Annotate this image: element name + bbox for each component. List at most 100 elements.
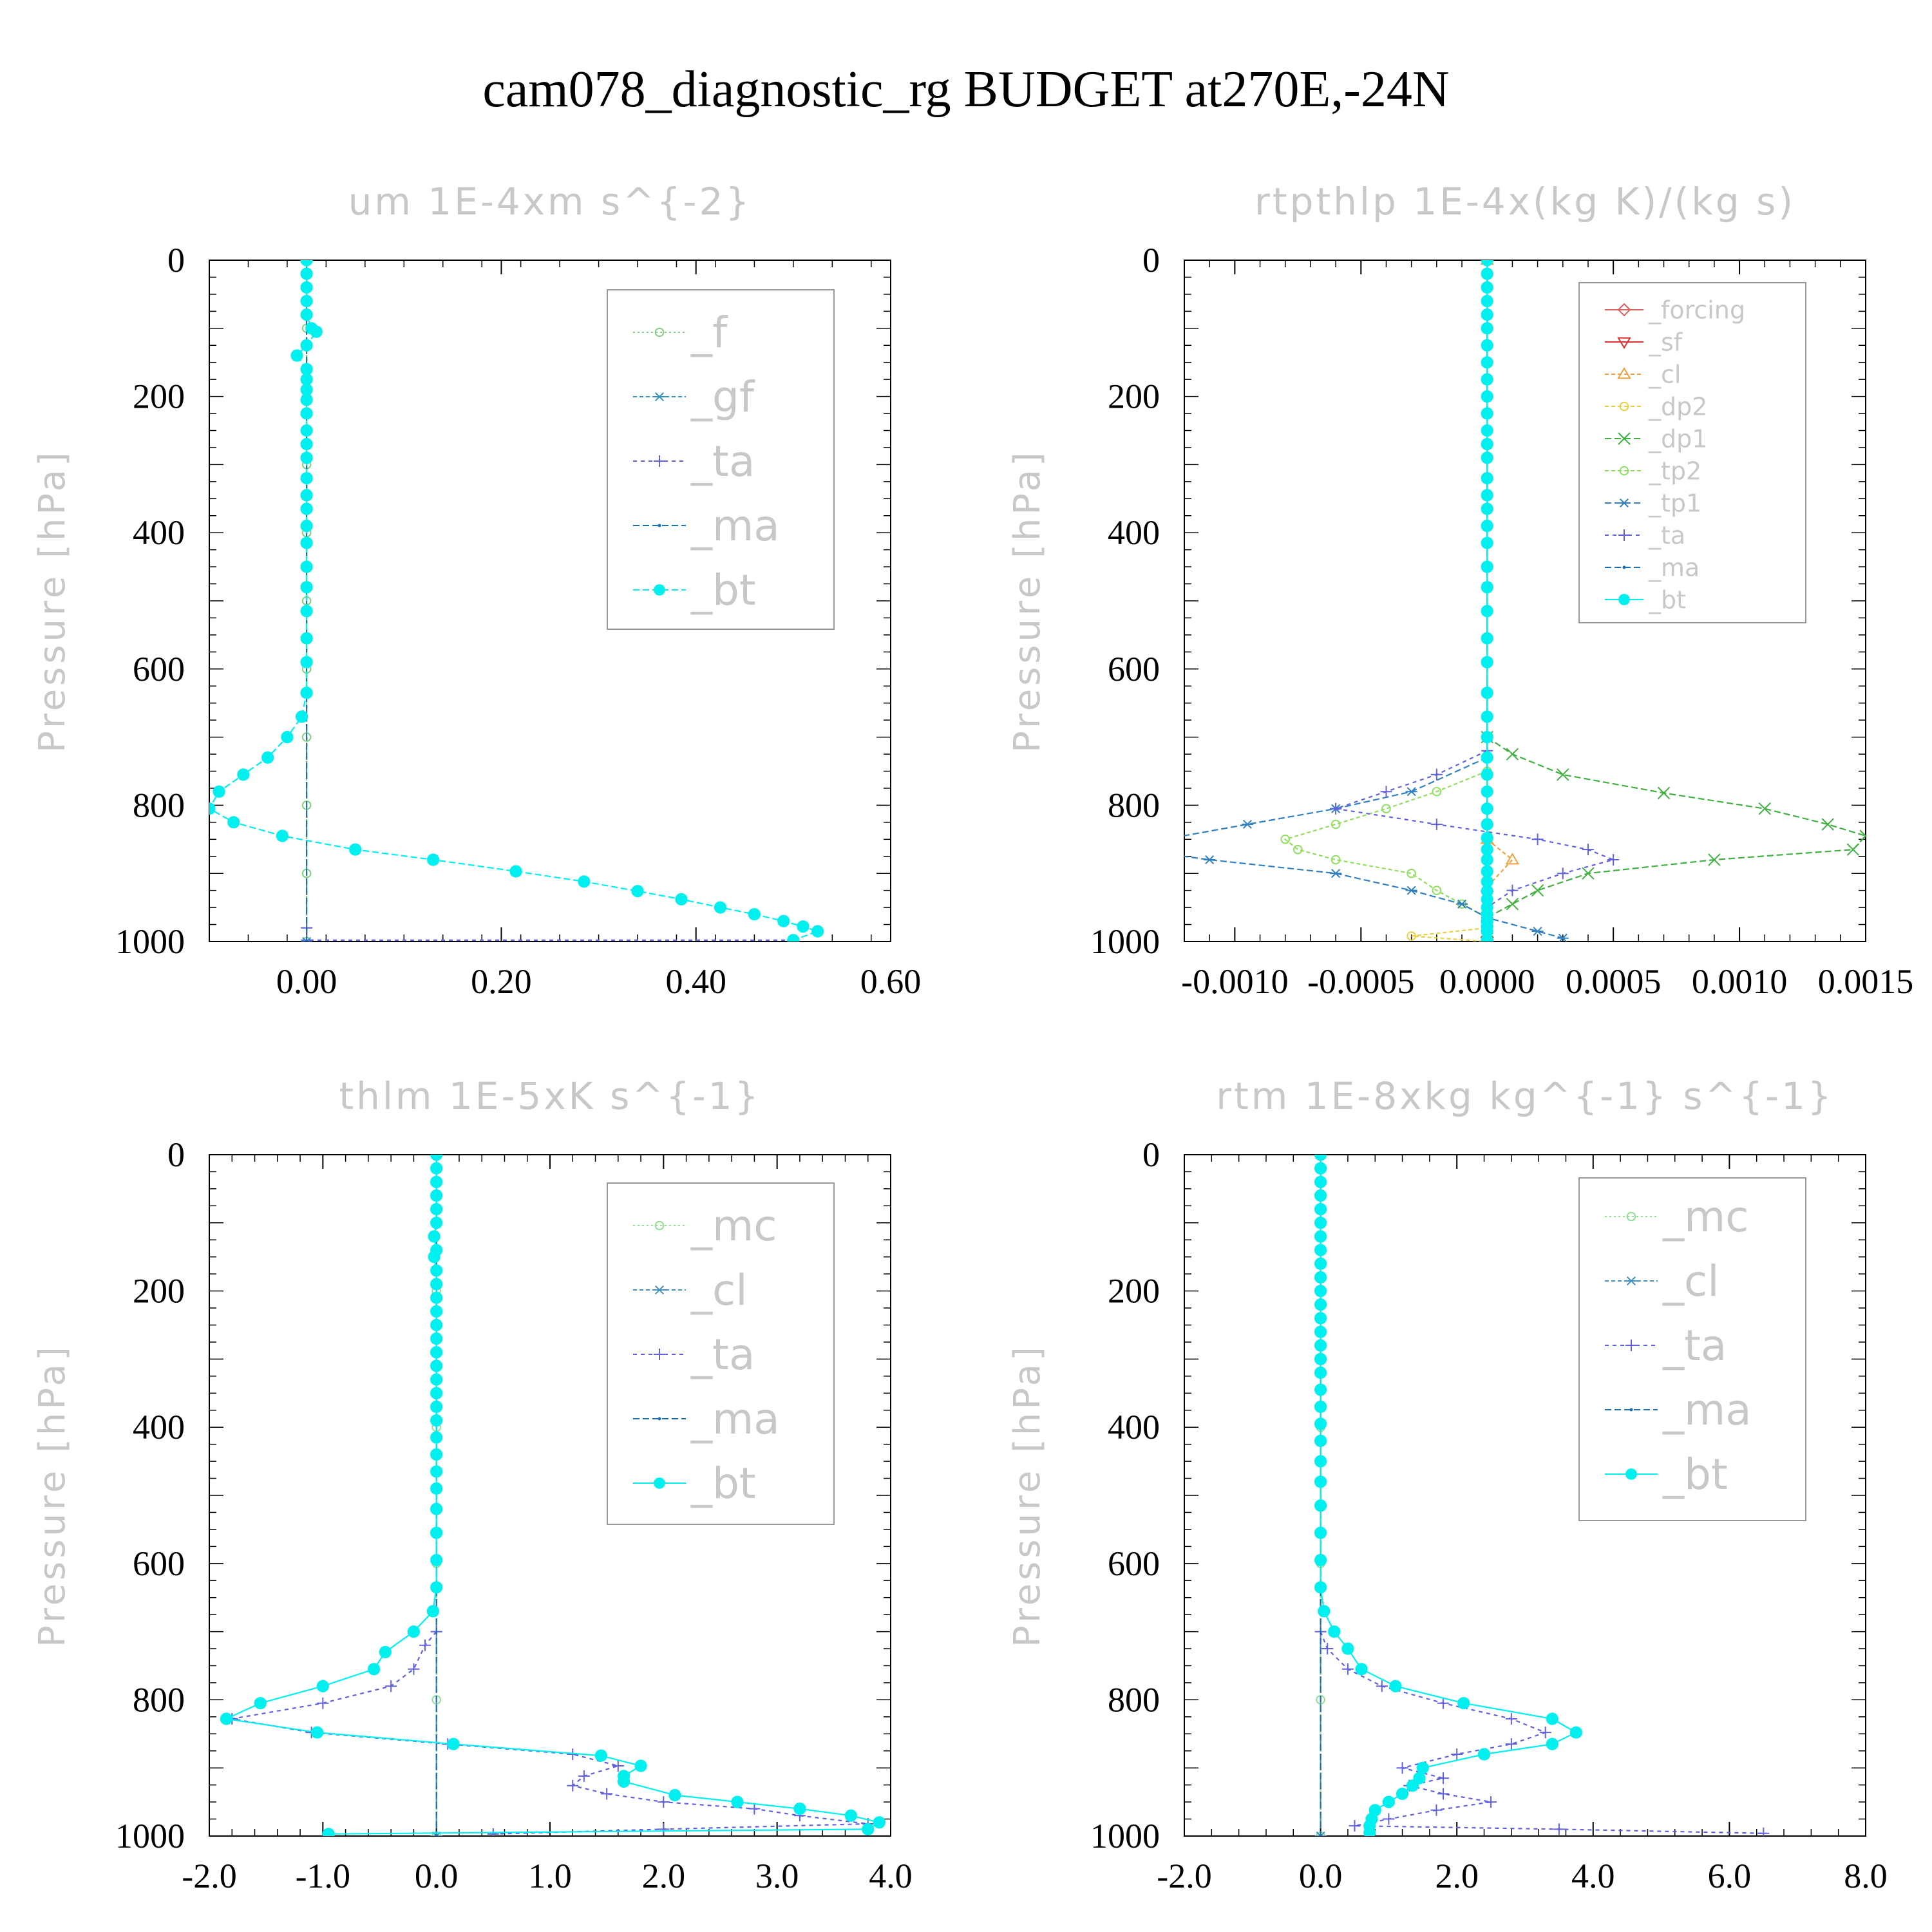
data-point (1481, 438, 1493, 451)
data-point (1481, 520, 1493, 533)
data-point (1481, 451, 1493, 464)
panel-title: thlm 1E-5xK s^{-1} (339, 1074, 761, 1118)
y-axis-label: Pressure [hPa] (1007, 449, 1048, 753)
y-tick-label: 400 (133, 513, 185, 552)
panel-rtm: rtm 1E-8xkg kg^{-1} s^{-1} Pressure [hPa]… (1007, 1074, 1888, 1895)
data-point (634, 1759, 647, 1772)
x-tick-label: 0.0 (1299, 1857, 1343, 1895)
data-point (1314, 1526, 1327, 1539)
data-point (1481, 605, 1493, 618)
data-point (220, 1712, 233, 1725)
data-point (1314, 1257, 1327, 1270)
panel-title: rtm 1E-8xkg kg^{-1} s^{-1} (1216, 1074, 1834, 1118)
data-point (305, 940, 308, 942)
data-point (447, 1738, 460, 1750)
data-point (254, 1697, 267, 1710)
data-point (430, 1414, 443, 1427)
legend-label: _mc (1662, 1192, 1749, 1242)
series-layer (220, 1155, 886, 1836)
x-tick-label: -2.0 (1157, 1857, 1211, 1895)
data-point (1405, 886, 1417, 895)
x-tick-label: 6.0 (1708, 1857, 1752, 1895)
data-point (1319, 1834, 1323, 1836)
data-point (1314, 1553, 1327, 1567)
series-layer (1184, 260, 1866, 942)
data-point (578, 875, 591, 888)
data-point (430, 1189, 443, 1202)
data-point (1821, 818, 1834, 831)
data-point (1481, 424, 1493, 437)
data-point (430, 1482, 443, 1495)
y-tick-label: 600 (133, 1544, 185, 1583)
data-point (1318, 1605, 1331, 1618)
data-point (731, 1795, 744, 1808)
data-point (1481, 831, 1493, 844)
data-point (1481, 843, 1493, 856)
data-point (430, 1448, 443, 1461)
panel-um: um 1E-4xm s^{-2} Pressure [hPa] 0.00 0.20 0.… (32, 180, 921, 1001)
data-point (1481, 390, 1493, 403)
data-point (419, 1639, 431, 1651)
data-point (1481, 925, 1493, 938)
data-point (300, 294, 313, 308)
data-point (1330, 802, 1342, 815)
data-point (1481, 502, 1493, 515)
minor-ticks (1184, 260, 1866, 942)
legend-label: _cl (1662, 1256, 1719, 1306)
data-point (1430, 768, 1443, 781)
y-tick-label: 0 (167, 1135, 185, 1174)
legend-marker (1618, 432, 1631, 445)
data-point (1314, 1285, 1327, 1298)
data-point (1506, 884, 1519, 896)
data-point (509, 865, 522, 878)
legend-marker (1618, 529, 1630, 541)
data-point (300, 632, 313, 645)
legend-label: _bt (690, 565, 756, 615)
data-point (300, 308, 313, 321)
minor-ticks (1184, 1154, 1866, 1837)
data-point (1481, 581, 1493, 594)
data-point (430, 1264, 443, 1277)
data-point (430, 1581, 443, 1594)
legend-marker (654, 455, 665, 467)
data-point (1314, 1455, 1327, 1468)
data-point (1859, 829, 1866, 842)
y-axis-label: Pressure [hPa] (32, 1343, 73, 1647)
legend-label: _tp1 (1648, 489, 1701, 517)
y-axis-label: Pressure [hPa] (32, 449, 73, 753)
data-point (1416, 1761, 1429, 1774)
data-point (1406, 868, 1416, 878)
data-point (862, 1823, 875, 1836)
data-point (1280, 835, 1291, 844)
data-point (427, 853, 440, 866)
data-point (1481, 356, 1493, 369)
data-point (631, 885, 644, 898)
data-point (300, 520, 313, 533)
data-point (1481, 656, 1493, 668)
y-tick-label: 200 (1108, 377, 1160, 416)
data-point (1314, 1383, 1327, 1396)
data-point (1481, 407, 1493, 420)
data-point (310, 325, 323, 338)
data-point (1481, 687, 1493, 699)
data-point (300, 363, 313, 375)
data-point (1432, 886, 1442, 895)
legend-marker (654, 1285, 665, 1295)
data-point (787, 934, 800, 942)
data-point (1437, 1772, 1450, 1785)
data-point (1314, 1217, 1327, 1229)
data-point (1582, 867, 1595, 880)
data-point (1314, 1203, 1327, 1216)
series-layer (1314, 1155, 1770, 1836)
y-tick-label: 1000 (1090, 922, 1160, 961)
legend-label: _dp2 (1648, 392, 1707, 421)
data-point (612, 1760, 624, 1772)
data-point (300, 260, 313, 267)
data-point (1381, 804, 1391, 813)
data-point (430, 1203, 443, 1216)
y-tick-label: 400 (1108, 513, 1160, 552)
data-point (1314, 1162, 1327, 1175)
data-point (1314, 1434, 1327, 1447)
data-point (1341, 1663, 1354, 1675)
data-point (1430, 1804, 1443, 1816)
